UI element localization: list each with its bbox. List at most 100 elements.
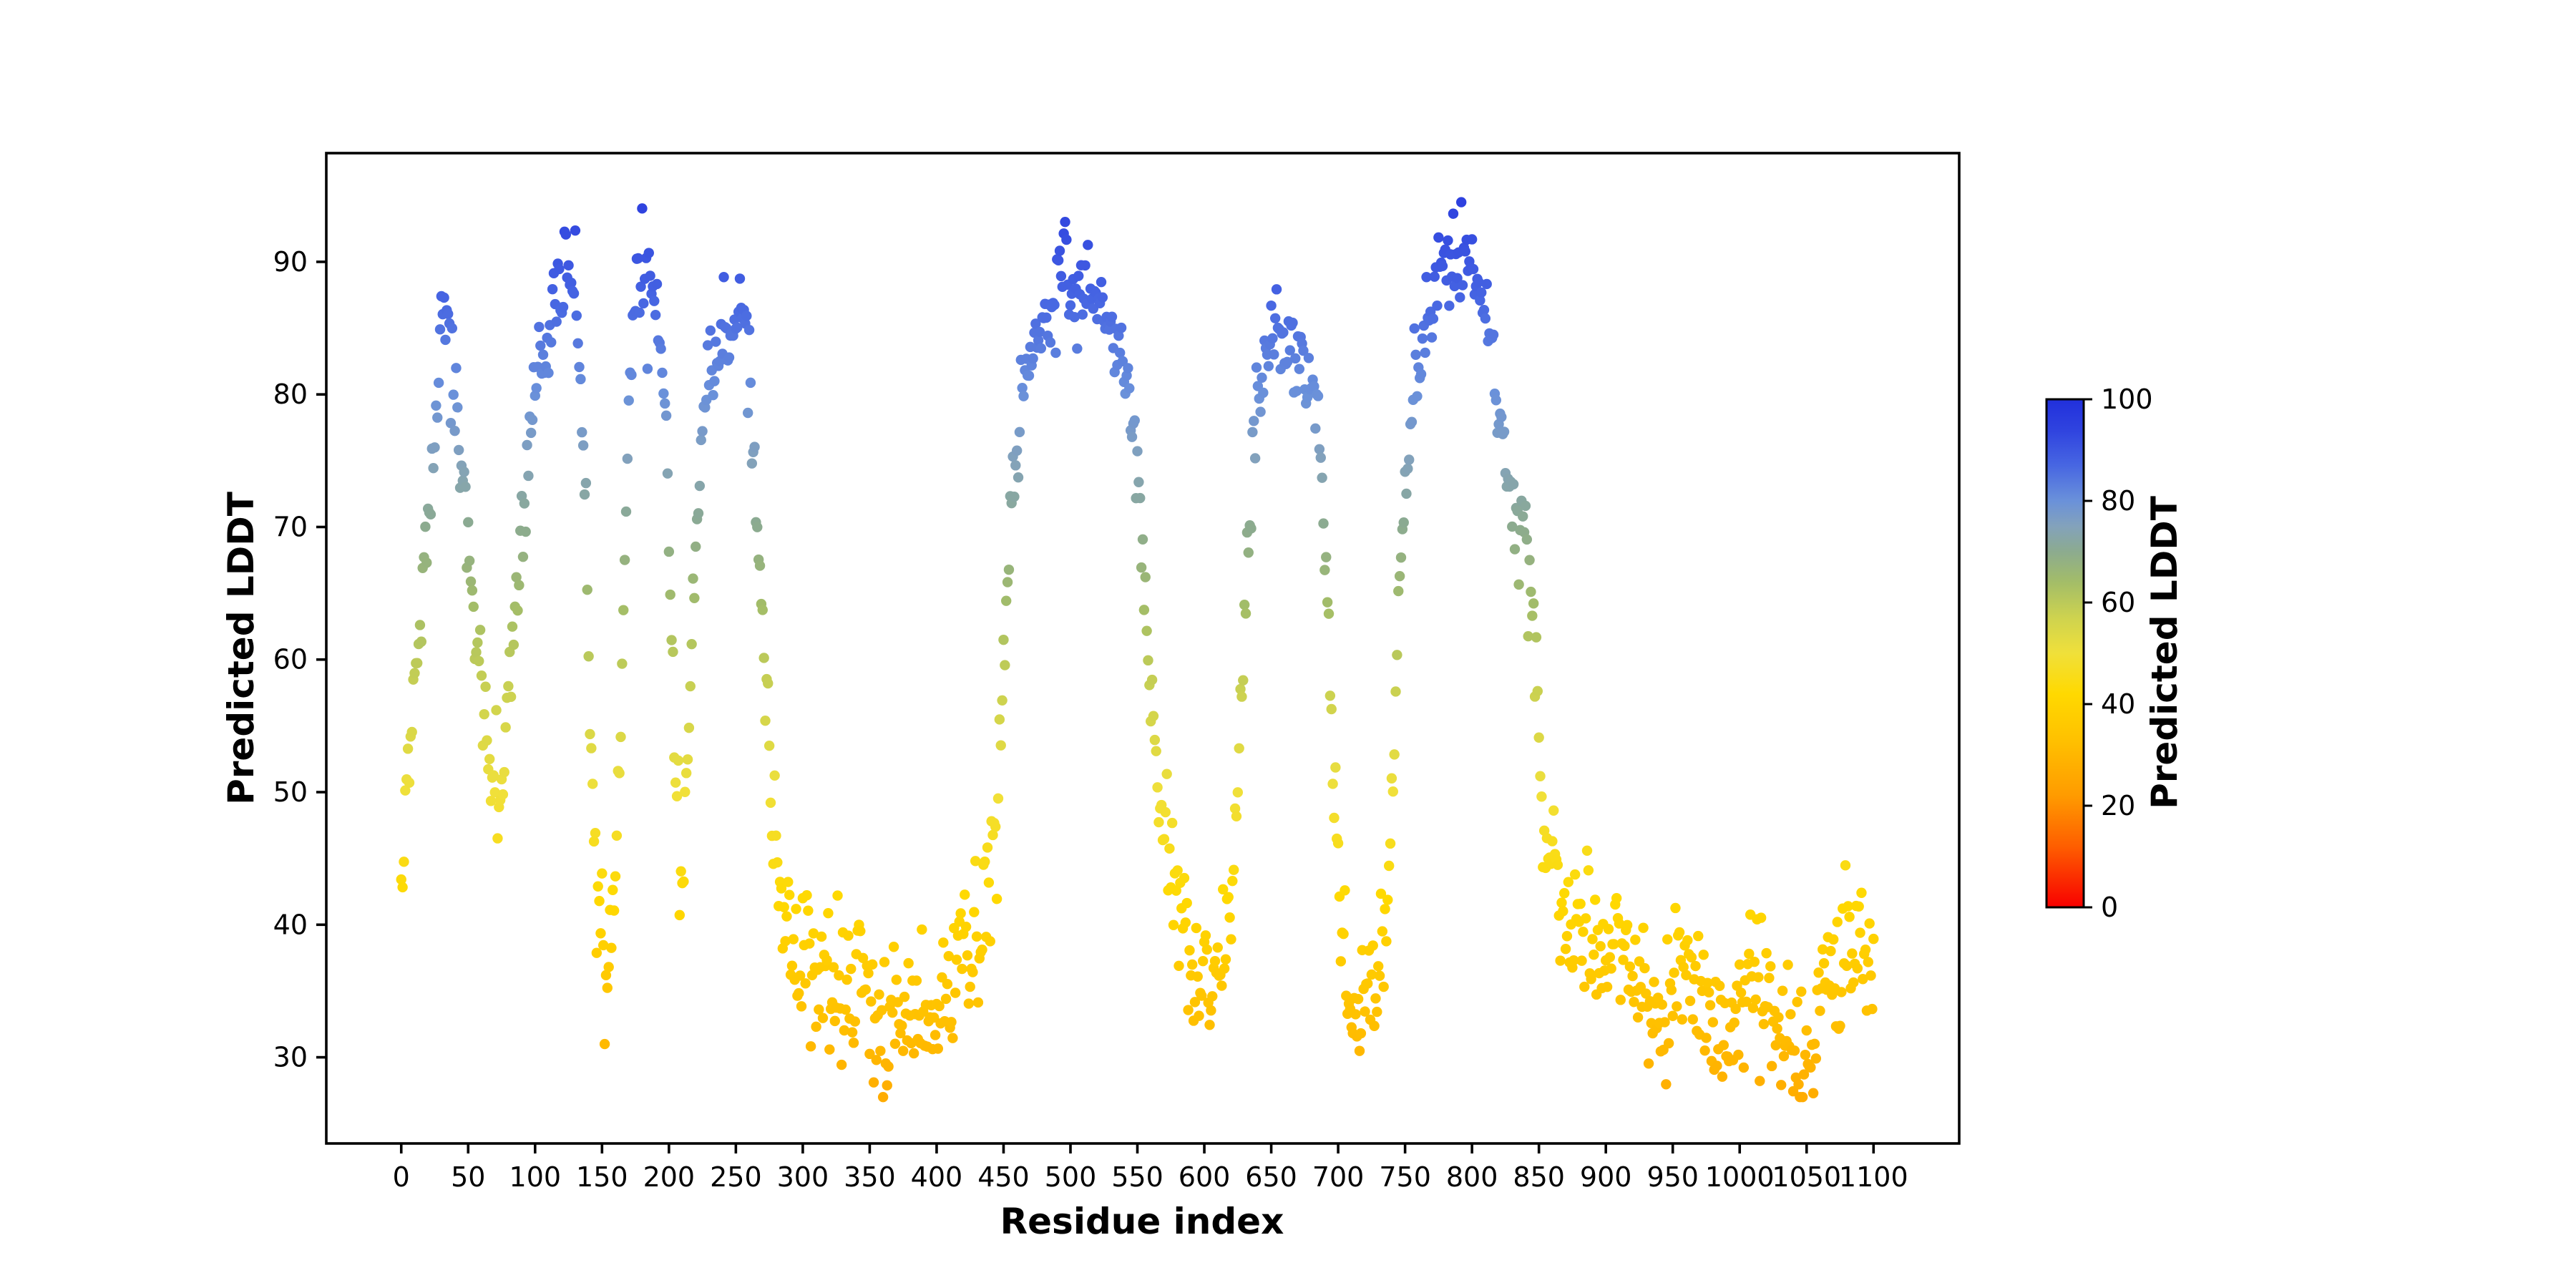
scatter-point — [588, 836, 600, 847]
scatter-point — [1395, 552, 1407, 563]
scatter-point — [817, 1013, 829, 1023]
scatter-point — [611, 830, 623, 841]
scatter-point — [1196, 990, 1207, 1001]
scatter-point — [1801, 1025, 1812, 1036]
scatter-point — [1338, 929, 1349, 940]
scatter-point — [1224, 912, 1235, 923]
scatter-point — [1669, 967, 1679, 978]
scatter-point — [911, 975, 922, 986]
scatter-point — [606, 942, 617, 953]
scatter-point — [1001, 595, 1012, 606]
scatter-point — [623, 395, 634, 406]
y-tick-label: 80 — [273, 379, 308, 410]
scatter-point — [1524, 555, 1535, 565]
scatter-point — [1050, 347, 1061, 358]
scatter-point — [651, 278, 663, 290]
scatter-point — [637, 203, 648, 214]
scatter-point — [1717, 1071, 1728, 1082]
scatter-point — [404, 777, 415, 789]
scatter-point — [1392, 650, 1402, 660]
scatter-point — [1323, 608, 1335, 619]
scatter-point — [1249, 453, 1261, 464]
scatter-point — [947, 1033, 958, 1043]
y-tick-label: 70 — [273, 511, 308, 542]
scatter-point — [514, 580, 525, 591]
scatter-point — [1033, 335, 1044, 346]
scatter-point — [866, 996, 877, 1007]
x-tick-label: 850 — [1513, 1161, 1565, 1193]
scatter-point — [1813, 967, 1824, 978]
scatter-point — [786, 960, 798, 971]
scatter-point — [600, 970, 612, 981]
scatter-point — [1432, 300, 1443, 311]
scatter-point — [849, 1016, 861, 1027]
scatter-point — [535, 340, 546, 351]
scatter-point — [1369, 1020, 1380, 1031]
y-tick-label: 40 — [273, 909, 308, 940]
scatter-point — [460, 482, 471, 492]
scatter-point — [1137, 534, 1148, 545]
scatter-point — [1856, 887, 1867, 898]
scatter-point — [1606, 963, 1616, 974]
scatter-point — [1738, 1062, 1750, 1073]
scatter-point — [1627, 970, 1638, 982]
scatter-point — [634, 307, 645, 318]
scatter-point — [1614, 918, 1625, 929]
scatter-point — [1204, 1020, 1215, 1030]
scatter-point — [749, 441, 760, 452]
scatter-point — [1847, 948, 1858, 959]
x-tick-label: 900 — [1580, 1161, 1632, 1193]
scatter-point — [1329, 812, 1340, 824]
scatter-point — [543, 367, 554, 379]
scatter-point — [1030, 318, 1041, 329]
scatter-point — [1643, 1058, 1654, 1069]
scatter-point — [474, 655, 484, 667]
scatter-point — [1014, 426, 1025, 438]
colorbar-tick-label: 60 — [2101, 587, 2135, 618]
scatter-point — [769, 770, 780, 781]
scatter-point — [983, 877, 995, 888]
scatter-point — [1690, 960, 1701, 972]
scatter-point — [857, 952, 869, 963]
scatter-point — [723, 352, 735, 363]
scatter-point — [1045, 337, 1056, 348]
scatter-point — [571, 310, 582, 321]
scatter-point — [1729, 1017, 1740, 1028]
scatter-point — [1735, 959, 1745, 970]
scatter-point — [439, 292, 449, 303]
scatter-point — [1326, 703, 1337, 715]
scatter-point — [1476, 287, 1487, 298]
scatter-point — [839, 1025, 850, 1036]
scatter-point — [1158, 834, 1170, 844]
scatter-point — [622, 453, 633, 464]
scatter-point — [783, 877, 794, 887]
scatter-point — [1394, 571, 1405, 582]
scatter-point — [1417, 333, 1428, 344]
scatter-point — [987, 829, 998, 841]
colorbar-tick-label: 100 — [2101, 384, 2153, 415]
scatter-point — [668, 646, 678, 658]
scatter-point — [1232, 787, 1244, 798]
scatter-point — [425, 509, 436, 520]
scatter-point — [1083, 240, 1093, 250]
scatter-point — [940, 993, 952, 1005]
scatter-point — [534, 321, 545, 333]
scatter-point — [972, 997, 984, 1008]
scatter-point — [680, 786, 691, 797]
scatter-point — [1681, 970, 1692, 980]
scatter-point — [1140, 572, 1151, 582]
scatter-point — [557, 301, 569, 313]
x-tick-label: 400 — [911, 1161, 963, 1193]
scatter-point — [780, 936, 791, 947]
scatter-point — [649, 296, 660, 306]
scatter-point — [1309, 381, 1319, 392]
scatter-point — [400, 785, 411, 796]
scatter-point — [1536, 791, 1547, 802]
scatter-point — [1868, 933, 1879, 945]
scatter-point — [1678, 962, 1689, 972]
scatter-point — [1116, 322, 1127, 333]
scatter-point — [1387, 786, 1398, 797]
scatter-point — [686, 638, 697, 650]
scatter-point — [1576, 955, 1587, 966]
